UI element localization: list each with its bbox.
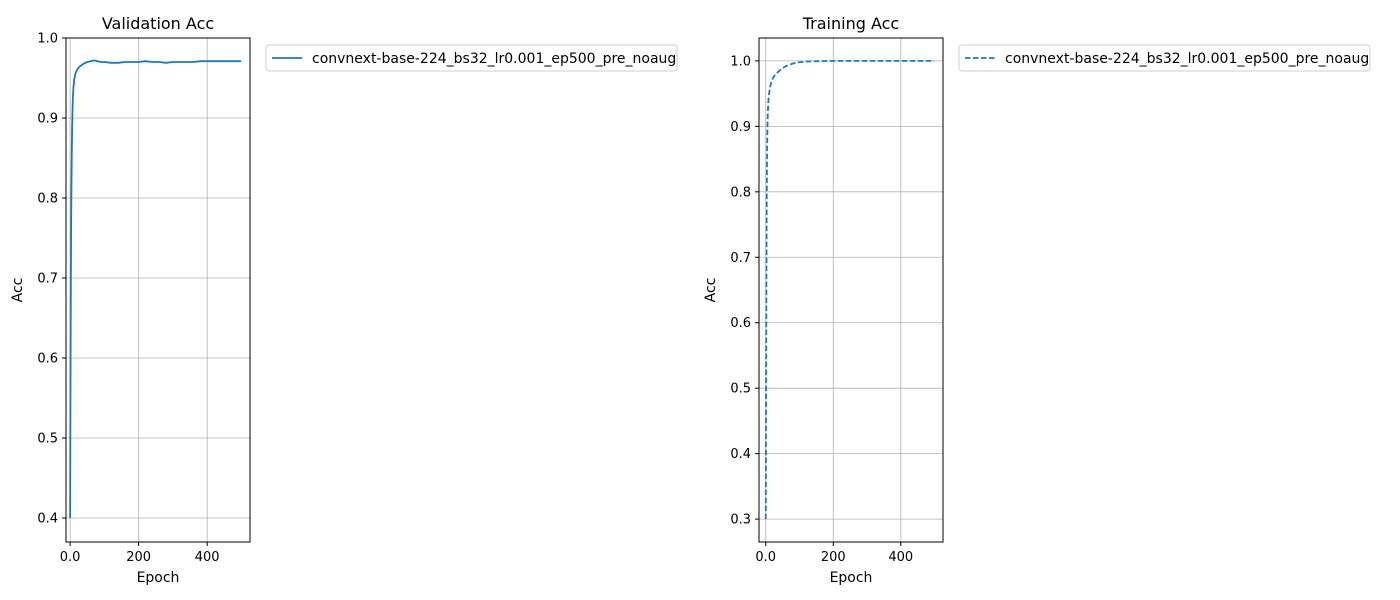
validation-chart-title: Validation Acc — [102, 14, 214, 33]
validation-y-tick-label: 0.5 — [37, 432, 58, 447]
training-x-tick-label: 0.0 — [755, 550, 776, 565]
training-y-tick-label: 1.0 — [730, 54, 751, 69]
training-series — [764, 60, 935, 520]
validation-y-tick-label: 0.8 — [37, 192, 58, 207]
training-y-axis-label: Acc — [703, 278, 719, 303]
validation-y-tick-label: 0.4 — [37, 512, 58, 527]
training-legend: convnext-base-224_bs32_lr0.001_ep500_pre… — [958, 44, 1371, 72]
training-ticks: 0.0 200 400 0.3 0.4 0.5 0.6 0.7 0.8 0.9 1.0 — [730, 54, 913, 565]
training-y-tick-label: 0.3 — [730, 513, 751, 528]
training-y-tick-label: 0.8 — [730, 185, 751, 200]
training-legend-box — [958, 44, 1371, 72]
training-grid — [759, 38, 943, 542]
validation-series-line-0 — [69, 59, 242, 519]
validation-y-tick-label: 0.6 — [37, 352, 58, 367]
training-y-tick-label: 0.9 — [730, 120, 751, 135]
validation-y-tick-label: 1.0 — [37, 32, 58, 47]
training-y-tick-label: 0.5 — [730, 382, 751, 397]
validation-x-tick-label: 0.0 — [60, 550, 81, 565]
training-series-line-0 — [764, 60, 935, 520]
validation-y-tick-label: 0.9 — [37, 112, 58, 127]
validation-y-axis-label: Acc — [10, 278, 26, 303]
training-y-tick-label: 0.4 — [730, 447, 751, 462]
training-y-tick-label: 0.7 — [730, 251, 751, 266]
training-chart-title: Training Acc — [802, 14, 899, 33]
training-x-axis-label: Epoch — [830, 570, 873, 586]
training-acc-chart: 0.0 200 400 0.3 0.4 0.5 0.6 0.7 0.8 0.9 1.0 Traini… — [703, 14, 1371, 586]
validation-acc-chart: 0.0 200 400 0.4 0.5 0.6 0.7 0.8 0.9 1.0 Validatio… — [10, 14, 678, 586]
training-legend-label: convnext-base-224_bs32_lr0.001_ep500_pre… — [1005, 51, 1369, 67]
validation-x-tick-label: 200 — [126, 550, 151, 565]
validation-y-tick-label: 0.7 — [37, 272, 58, 287]
validation-legend-box — [265, 44, 678, 72]
validation-grid — [66, 37, 250, 542]
training-y-tick-label: 0.6 — [730, 316, 751, 331]
training-axes-frame — [758, 37, 944, 543]
validation-series — [69, 59, 242, 519]
validation-legend: convnext-base-224_bs32_lr0.001_ep500_pre… — [265, 44, 678, 72]
training-x-tick-label: 200 — [821, 550, 846, 565]
validation-legend-label: convnext-base-224_bs32_lr0.001_ep500_pre… — [312, 51, 676, 67]
validation-x-axis-label: Epoch — [137, 570, 180, 586]
validation-axes-frame — [65, 37, 251, 543]
training-x-tick-label: 400 — [888, 550, 913, 565]
validation-x-tick-label: 400 — [195, 550, 220, 565]
validation-ticks: 0.0 200 400 0.4 0.5 0.6 0.7 0.8 0.9 1.0 — [37, 32, 219, 566]
